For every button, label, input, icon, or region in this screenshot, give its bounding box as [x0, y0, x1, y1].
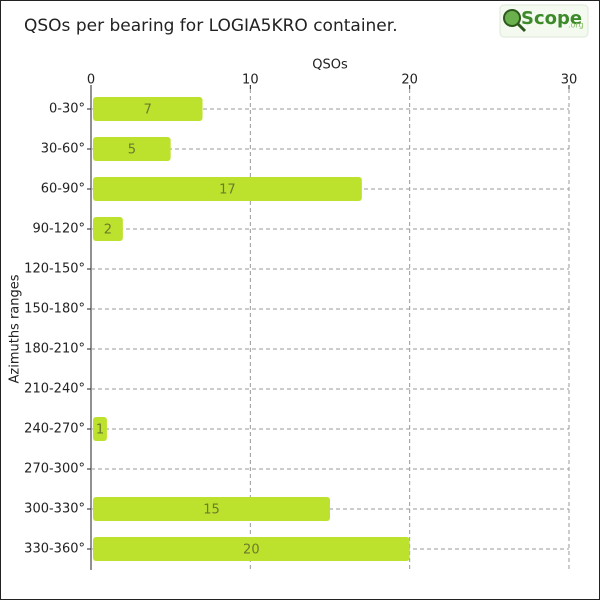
chart-title: QSOs per bearing for LOGIA5KRO container…: [24, 16, 398, 36]
y-tick-label: 30-60°: [41, 142, 85, 157]
logo-suffix: .org: [568, 21, 584, 30]
value-label: 2: [104, 223, 112, 238]
logo-icon-handle: [516, 22, 527, 33]
bar: [93, 497, 330, 521]
bar: [93, 537, 410, 561]
logo: Scope .org: [499, 4, 589, 38]
logo-name: Scope: [521, 8, 582, 29]
x-tick-label: 20: [401, 73, 418, 88]
x-tick-label: 30: [561, 73, 578, 88]
bar: [93, 177, 362, 201]
y-tick-label: 210-240°: [24, 382, 85, 397]
x-tick-label: 10: [242, 73, 259, 88]
bar: [93, 417, 107, 441]
y-tick-label: 270-300°: [24, 462, 85, 477]
value-label: 17: [219, 183, 236, 198]
y-tick-label: 90-120°: [32, 222, 85, 237]
y-tick-label: 240-270°: [24, 422, 85, 437]
y-axis-label: Azimuths ranges: [8, 274, 23, 383]
value-label: 1: [96, 423, 104, 438]
value-label: 20: [243, 543, 260, 558]
x-tick-label: 0: [87, 73, 95, 88]
y-tick-label: 0-30°: [49, 102, 85, 117]
y-tick-label: 60-90°: [41, 182, 85, 197]
value-label: 15: [203, 503, 220, 518]
y-tick-label: 120-150°: [24, 262, 85, 277]
x-axis-label: QSOs: [312, 58, 348, 73]
y-tick-label: 150-180°: [24, 302, 85, 317]
bar: [93, 217, 123, 241]
bar: [93, 137, 171, 161]
bar: [93, 97, 203, 121]
value-label: 7: [144, 103, 152, 118]
value-label: 5: [128, 143, 136, 158]
y-tick-label: 180-210°: [24, 342, 85, 357]
y-tick-label: 330-360°: [24, 542, 85, 557]
logo-icon: [503, 9, 521, 27]
y-tick-label: 300-330°: [24, 502, 85, 517]
